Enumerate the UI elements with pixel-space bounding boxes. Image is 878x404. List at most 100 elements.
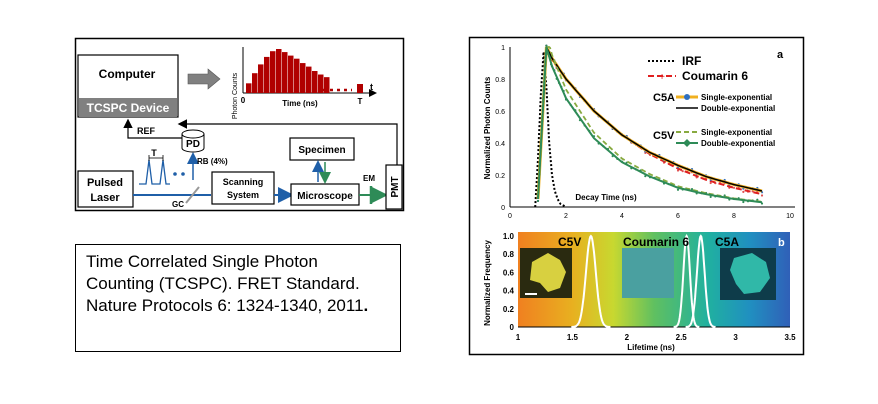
pmt-feedback-line bbox=[177, 119, 398, 165]
lifetime-x-tick: 2.5 bbox=[676, 333, 688, 342]
caption-box: Time Correlated Single Photon Counting (… bbox=[75, 244, 401, 352]
histogram-bar bbox=[252, 73, 258, 93]
histogram-last-bar bbox=[357, 84, 363, 93]
panel-a-letter: a bbox=[777, 49, 784, 61]
decay-point bbox=[709, 181, 712, 185]
histogram-bar bbox=[306, 66, 312, 93]
histogram-bar bbox=[264, 56, 270, 93]
decay-series-c5a bbox=[537, 46, 763, 200]
histogram-bar bbox=[318, 74, 324, 93]
scanning-label-2: System bbox=[227, 190, 259, 200]
computer-label: Computer bbox=[99, 67, 156, 81]
photodiode: PD bbox=[181, 129, 205, 153]
histogram-bar bbox=[258, 64, 264, 93]
lifetime-ylabel: Normalized Frequency bbox=[483, 240, 492, 326]
lifetime-x-tick: 3 bbox=[733, 333, 738, 342]
lifetime-x-tick: 2 bbox=[625, 333, 630, 342]
legend-irf: IRF bbox=[682, 54, 701, 68]
decay-y-tick: 0.6 bbox=[495, 109, 505, 116]
histogram-bar bbox=[270, 51, 276, 93]
panel-b-letter: b bbox=[778, 237, 785, 249]
decay-point bbox=[690, 187, 694, 191]
decay-x-tick: 0 bbox=[508, 213, 512, 220]
decay-x-tick: 8 bbox=[732, 213, 736, 220]
glass-cover bbox=[185, 186, 200, 204]
histogram-xlabel: Time (ns) bbox=[282, 99, 318, 108]
histogram-t-axis: t bbox=[370, 82, 373, 92]
histogram-bar bbox=[312, 71, 318, 93]
decay-y-tick: 0.4 bbox=[495, 141, 505, 148]
histogram-bar bbox=[282, 52, 288, 93]
output-arrow bbox=[187, 68, 221, 90]
lifetime-y-tick: 0.2 bbox=[503, 305, 515, 314]
histogram-ylabel: Photon Counts bbox=[232, 72, 239, 119]
lifetime-chart: Normalized Frequency 1 1.5 2 2.5 3 3.5 0 0.2 0.4… bbox=[483, 232, 796, 352]
decay-point bbox=[676, 169, 680, 172]
decay-x-tick: 6 bbox=[676, 213, 680, 220]
label-c5v: C5V bbox=[558, 235, 581, 249]
decay-x-tick: 2 bbox=[564, 213, 568, 220]
decay-point bbox=[681, 170, 684, 173]
decay-y-tick: 0 bbox=[501, 205, 505, 212]
histogram-bar bbox=[294, 58, 300, 93]
pmt-label: PMT bbox=[390, 176, 401, 197]
pd-label: PD bbox=[186, 139, 200, 150]
rb-label: RB (4%) bbox=[197, 157, 228, 166]
decay-chart: Normalized Photon Counts 0 2 4 6 8 10 0 0.2 0.4 0… bbox=[483, 44, 795, 220]
lifetime-y-tick: 0.4 bbox=[503, 287, 515, 296]
tcspc-setup-diagram: Computer TCSPC Device Photon Counts t 0 … bbox=[74, 37, 405, 212]
ref-label: REF bbox=[137, 126, 156, 136]
c5a-cell bbox=[730, 253, 770, 294]
specimen-label: Specimen bbox=[298, 145, 345, 156]
decay-point bbox=[760, 194, 764, 197]
lifetime-xlabel: Lifetime (ns) bbox=[627, 343, 675, 352]
legend-c5v-single: Single-exponential bbox=[701, 128, 772, 137]
results-figure: Normalized Photon Counts 0 2 4 6 8 1000.20.40… bbox=[468, 36, 805, 356]
lifetime-x-tick: 3.5 bbox=[784, 333, 796, 342]
decay-xlabel: Decay Time (ns) bbox=[575, 193, 637, 202]
decay-point bbox=[742, 190, 745, 193]
lifetime-y-tick: 0.8 bbox=[503, 250, 515, 259]
lifetime-peak-c5a bbox=[685, 234, 716, 328]
gc-label: GC bbox=[172, 200, 184, 209]
lifetime-y-tick: 0 bbox=[510, 323, 515, 332]
lifetime-x-tick: 1 bbox=[516, 333, 521, 342]
label-coumarin: Coumarin 6 bbox=[623, 235, 689, 249]
pulsed-laser-label-1: Pulsed bbox=[87, 177, 123, 189]
decay-series-irf bbox=[534, 51, 567, 208]
legend-coumarin-marker: + bbox=[659, 72, 665, 83]
tcspc-device-label: TCSPC Device bbox=[87, 101, 170, 115]
em-label: EM bbox=[363, 174, 375, 183]
decay-x-tick: 4 bbox=[620, 213, 624, 220]
histogram-T: T bbox=[358, 97, 363, 106]
pulsed-laser-label-2: Laser bbox=[90, 192, 120, 204]
histogram-bar bbox=[324, 77, 330, 93]
scanning-label-1: Scanning bbox=[223, 177, 264, 187]
legend-coumarin: Coumarin 6 bbox=[682, 69, 748, 83]
decay-point bbox=[742, 200, 745, 204]
histogram-bar bbox=[276, 49, 282, 93]
legend-c5v: C5V bbox=[653, 130, 675, 142]
c5v-cell bbox=[530, 253, 566, 292]
histogram-bar bbox=[300, 63, 306, 93]
caption-period: . bbox=[363, 296, 369, 315]
decay-y-tick: 0.2 bbox=[495, 173, 505, 180]
period-label: T bbox=[151, 148, 157, 158]
tcspc-device-band bbox=[79, 98, 177, 117]
caption-text: Time Correlated Single Photon Counting (… bbox=[86, 252, 364, 315]
lifetime-x-tick: 1.5 bbox=[567, 333, 579, 342]
decay-point bbox=[536, 199, 540, 203]
decay-point bbox=[709, 195, 712, 199]
lifetime-y-tick: 1.0 bbox=[503, 232, 515, 241]
legend-c5a: C5A bbox=[653, 92, 675, 104]
legend-c5a-double: Double-exponential bbox=[701, 104, 775, 113]
ref-line bbox=[123, 118, 186, 139]
pmt-box bbox=[385, 164, 403, 210]
microscope-label: Microscope bbox=[297, 191, 353, 202]
legend-c5a-single: Single-exponential bbox=[701, 93, 772, 102]
decay-point bbox=[676, 188, 680, 191]
scanning-system-box bbox=[211, 171, 275, 205]
coumarin-cell-image bbox=[622, 248, 674, 298]
decay-y-tick: 1 bbox=[501, 45, 505, 52]
label-c5a: C5A bbox=[715, 235, 739, 249]
